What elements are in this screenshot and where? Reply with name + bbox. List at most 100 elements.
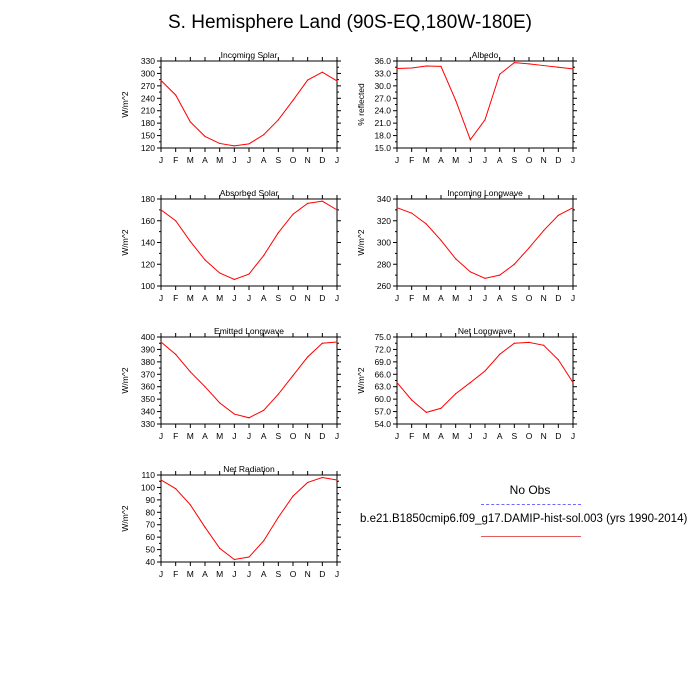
data-point <box>543 229 545 232</box>
y-tick-label: 75.0 <box>374 332 391 342</box>
y-tick-label: 120 <box>141 259 155 269</box>
data-point <box>557 359 559 361</box>
x-tick-label: D <box>319 569 325 579</box>
y-tick-label: 27.0 <box>374 93 391 103</box>
data-point <box>189 371 191 373</box>
data-point <box>425 411 427 413</box>
x-tick-label: J <box>335 569 339 579</box>
x-tick-label: D <box>319 431 325 441</box>
data-point <box>219 142 221 145</box>
y-tick-label: 360 <box>141 382 155 392</box>
y-tick-label: 60 <box>146 532 156 542</box>
data-point <box>543 344 545 346</box>
data-point <box>396 67 398 70</box>
data-point <box>484 119 486 121</box>
x-tick-label: A <box>202 569 208 579</box>
data-point <box>248 143 250 145</box>
x-tick-label: A <box>497 155 503 165</box>
x-tick-label: S <box>275 569 281 579</box>
y-tick-label: 15.0 <box>374 143 391 153</box>
x-tick-label: J <box>483 155 487 165</box>
x-tick-label: M <box>423 293 430 303</box>
x-tick-label: M <box>187 293 194 303</box>
x-tick-label: J <box>159 155 163 165</box>
data-point <box>175 353 177 355</box>
data-point <box>219 547 221 549</box>
data-point <box>484 277 486 279</box>
y-tick-label: 36.0 <box>374 56 391 66</box>
x-tick-label: N <box>305 155 311 165</box>
data-point <box>469 271 471 273</box>
panel-4: Emitted Longwave W/m^2 330 340 350 360 370 380 3… <box>120 326 341 441</box>
panel-title: Incoming Longwave <box>447 188 523 198</box>
data-point <box>160 209 162 211</box>
y-tick-label: 210 <box>141 106 155 116</box>
data-point <box>396 207 398 209</box>
x-tick-label: J <box>159 431 163 441</box>
x-tick-label: S <box>511 293 517 303</box>
y-tick-label: 140 <box>141 238 155 248</box>
x-tick-label: M <box>216 155 223 165</box>
y-tick-label: 57.0 <box>374 407 391 417</box>
y-tick-label: 110 <box>141 470 155 480</box>
x-tick-label: N <box>305 293 311 303</box>
data-point <box>204 526 206 528</box>
y-tick-label: 66.0 <box>374 369 391 379</box>
x-tick-label: A <box>202 431 208 441</box>
x-tick-label: F <box>173 431 178 441</box>
y-tick-label: 240 <box>141 93 155 103</box>
data-point <box>189 121 191 123</box>
x-tick-label: O <box>526 431 533 441</box>
data-point <box>469 381 471 384</box>
data-point <box>396 381 398 384</box>
x-tick-label: J <box>335 293 339 303</box>
y-tick-label: 33.0 <box>374 68 391 78</box>
data-point <box>572 207 574 209</box>
data-point <box>513 342 515 344</box>
data-point <box>528 63 530 65</box>
y-tick-label: 18.0 <box>374 131 391 141</box>
x-tick-label: M <box>452 293 459 303</box>
y-tick-label: 340 <box>377 194 391 204</box>
x-tick-label: J <box>571 431 575 441</box>
data-point <box>336 80 338 82</box>
data-point <box>411 67 413 69</box>
panel-title: Net Radiation <box>223 464 275 474</box>
y-tick-label: 270 <box>141 81 155 91</box>
plot-frame <box>160 60 338 149</box>
x-tick-label: M <box>423 431 430 441</box>
x-tick-label: A <box>261 293 267 303</box>
y-tick-label: 70 <box>146 520 156 530</box>
data-point <box>425 65 427 67</box>
data-point <box>307 481 309 484</box>
x-tick-label: M <box>452 431 459 441</box>
data-point <box>528 341 530 343</box>
x-tick-label: A <box>438 431 444 441</box>
data-point <box>248 417 250 419</box>
data-point <box>528 247 530 249</box>
x-tick-label: M <box>452 155 459 165</box>
data-point <box>455 258 457 260</box>
data-point <box>204 135 206 137</box>
data-point <box>425 223 427 225</box>
data-point <box>263 409 265 411</box>
data-point <box>248 556 250 558</box>
data-point <box>321 71 323 73</box>
x-tick-label: D <box>319 293 325 303</box>
data-point <box>336 341 338 343</box>
y-tick-label: 120 <box>141 143 155 153</box>
y-tick-label: 40 <box>146 557 156 567</box>
x-tick-label: F <box>409 155 414 165</box>
x-tick-label: J <box>247 569 251 579</box>
y-tick-label: 21.0 <box>374 118 391 128</box>
data-point <box>189 504 191 506</box>
x-tick-label: A <box>202 293 208 303</box>
data-point <box>160 341 162 343</box>
x-tick-label: D <box>555 155 561 165</box>
data-point <box>321 200 323 202</box>
x-tick-label: D <box>555 431 561 441</box>
x-tick-label: J <box>395 293 399 303</box>
y-tick-label: 30.0 <box>374 81 391 91</box>
